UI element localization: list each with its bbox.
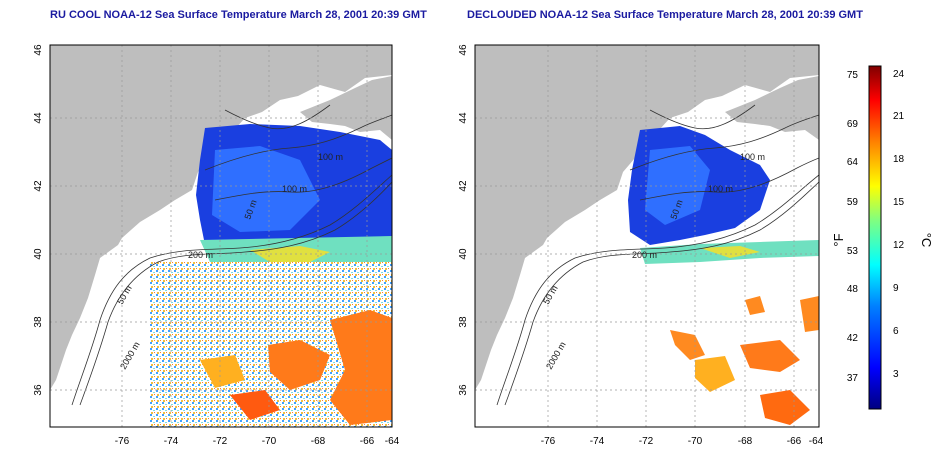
colorbar-fahrenheit-label: °F: [831, 233, 846, 246]
left-x-tick: -68: [311, 436, 326, 447]
right-y-tick: 46: [458, 44, 469, 56]
right-x-tick: -74: [590, 436, 605, 447]
left-contour-label: 200 m: [188, 250, 213, 260]
left-map: [50, 45, 392, 427]
right-panel-title: DECLOUDED NOAA-12 Sea Surface Temperatur…: [467, 9, 863, 21]
left-panel-title: RU COOL NOAA-12 Sea Surface Temperature …: [50, 9, 427, 21]
colorbar-c-tick: 6: [893, 326, 899, 337]
left-y-tick: 46: [33, 44, 44, 56]
colorbar: [868, 65, 882, 410]
right-map: [475, 45, 819, 427]
colorbar-f-tick: 59: [847, 197, 859, 208]
right-y-tick: 36: [458, 384, 469, 396]
left-x-tick: -66: [360, 436, 375, 447]
right-y-tick: 44: [458, 112, 469, 124]
right-x-tick: -72: [639, 436, 654, 447]
colorbar-f-tick: 75: [847, 70, 859, 81]
right-grid: [475, 45, 819, 427]
left-map-frame: [49, 44, 393, 428]
left-grid: [50, 45, 392, 427]
left-y-tick: 40: [33, 248, 44, 260]
right-contour-label: 200 m: [632, 250, 657, 260]
right-x-tick: -66: [787, 436, 802, 447]
left-x-tick: -72: [213, 436, 228, 447]
right-y-tick: 38: [458, 316, 469, 328]
colorbar-f-tick: 48: [847, 284, 859, 295]
left-x-tick: -74: [164, 436, 179, 447]
right-x-tick: -76: [541, 436, 556, 447]
right-x-tick: -68: [738, 436, 753, 447]
colorbar-c-tick: 3: [893, 369, 899, 380]
left-warm-patch: [268, 340, 330, 390]
left-contours: [71, 104, 392, 406]
left-contour-label: 100 m: [318, 152, 343, 162]
right-contours: [496, 104, 819, 406]
right-x-tick: -64: [809, 436, 824, 447]
left-contour-label: 100 m: [282, 184, 307, 194]
right-land: [475, 45, 819, 390]
colorbar-f-tick: 53: [847, 246, 859, 257]
right-y-tick: 42: [458, 180, 469, 192]
left-y-tick: 42: [33, 180, 44, 192]
colorbar-f-tick: 42: [847, 333, 859, 344]
right-contour-label: 100 m: [740, 152, 765, 162]
colorbar-c-tick: 24: [893, 69, 905, 80]
right-y-tick: 40: [458, 248, 469, 260]
colorbar-c-tick: 15: [893, 197, 905, 208]
left-y-tick: 36: [33, 384, 44, 396]
right-x-tick: -70: [688, 436, 703, 447]
right-nova-scotia: [725, 76, 819, 140]
left-x-tick: -70: [262, 436, 277, 447]
left-land: [50, 45, 392, 390]
right-map-frame: [474, 44, 820, 428]
left-y-tick: 44: [33, 112, 44, 124]
right-warm-patch: [670, 330, 705, 360]
colorbar-f-tick: 37: [847, 373, 859, 384]
colorbar-c-tick: 12: [893, 240, 905, 251]
colorbar-c-tick: 9: [893, 283, 899, 294]
colorbar-c-tick: 21: [893, 111, 905, 122]
colorbar-c-tick: 18: [893, 154, 905, 165]
left-x-tick: -64: [385, 436, 400, 447]
right-contour-label: 100 m: [708, 184, 733, 194]
left-x-tick: -76: [115, 436, 130, 447]
left-y-tick: 38: [33, 316, 44, 328]
colorbar-f-tick: 69: [847, 119, 859, 130]
colorbar-f-tick: 64: [847, 157, 859, 168]
colorbar-celsius-label: °C: [919, 233, 934, 248]
